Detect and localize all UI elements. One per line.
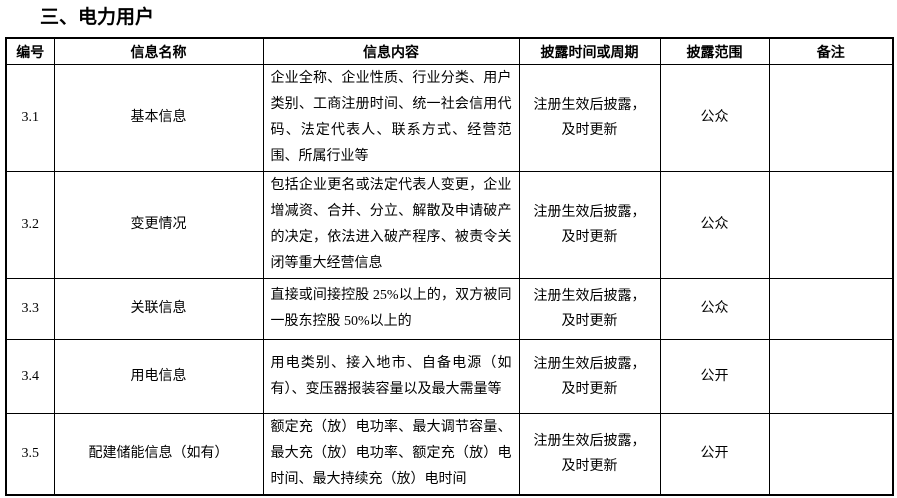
info-content-cell: 企业全称、企业性质、行业分类、用户类别、工商注册时间、统一社会信用代码、法定代表… [262,64,520,173]
table-row: 3.4 用电信息 用电类别、接入地市、自备电源（如有）、变压器报装容量以及最大需… [5,339,894,415]
disclosure-scope-cell: 公开 [659,413,770,496]
info-content-cell: 额定充（放）电功率、最大调节容量、最大充（放）电功率、额定充（放）电时间、最大持… [262,413,520,496]
info-content-cell: 用电类别、接入地市、自备电源（如有）、变压器报装容量以及最大需量等 [262,339,520,415]
header-number: 编号 [5,37,55,66]
disclosure-time-cell: 注册生效后披露，及时更新 [518,171,661,280]
header-disclosure-time: 披露时间或周期 [518,37,661,66]
info-content-cell: 包括企业更名或法定代表人变更，企业增减资、合并、分立、解散及申请破产的决定，依法… [262,171,520,280]
table-row: 3.1 基本信息 企业全称、企业性质、行业分类、用户类别、工商注册时间、统一社会… [5,64,894,173]
info-content-cell: 直接或间接控股 25%以上的，双方被同一股东控股 50%以上的 [262,278,520,341]
remark-cell [768,64,894,173]
info-name-cell: 基本信息 [53,64,264,173]
table-header-row: 编号 信息名称 信息内容 披露时间或周期 披露范围 备注 [5,37,894,66]
row-id-cell: 3.3 [5,278,55,341]
header-disclosure-scope: 披露范围 [659,37,770,66]
disclosure-table: 编号 信息名称 信息内容 披露时间或周期 披露范围 备注 3.1 基本信息 企业… [5,36,894,497]
disclosure-scope-cell: 公众 [659,171,770,280]
row-id-cell: 3.2 [5,171,55,280]
info-name-cell: 用电信息 [53,339,264,415]
header-remark: 备注 [768,37,894,66]
remark-cell [768,171,894,280]
remark-cell [768,339,894,415]
header-info-name: 信息名称 [53,37,264,66]
remark-cell [768,278,894,341]
info-name-cell: 变更情况 [53,171,264,280]
row-id-cell: 3.4 [5,339,55,415]
table-row: 3.3 关联信息 直接或间接控股 25%以上的，双方被同一股东控股 50%以上的… [5,278,894,341]
disclosure-time-cell: 注册生效后披露，及时更新 [518,339,661,415]
info-name-cell: 关联信息 [53,278,264,341]
row-id-cell: 3.5 [5,413,55,496]
disclosure-time-cell: 注册生效后披露，及时更新 [518,278,661,341]
table-row: 3.2 变更情况 包括企业更名或法定代表人变更，企业增减资、合并、分立、解散及申… [5,171,894,280]
row-id-cell: 3.1 [5,64,55,173]
disclosure-scope-cell: 公众 [659,278,770,341]
disclosure-scope-cell: 公众 [659,64,770,173]
section-title: 三、电力用户 [40,7,155,28]
disclosure-time-cell: 注册生效后披露，及时更新 [518,413,661,496]
table-row: 3.5 配建储能信息（如有） 额定充（放）电功率、最大调节容量、最大充（放）电功… [5,413,894,496]
header-info-content: 信息内容 [262,37,520,66]
remark-cell [768,413,894,496]
disclosure-time-cell: 注册生效后披露，及时更新 [518,64,661,173]
info-name-cell: 配建储能信息（如有） [53,413,264,496]
disclosure-scope-cell: 公开 [659,339,770,415]
